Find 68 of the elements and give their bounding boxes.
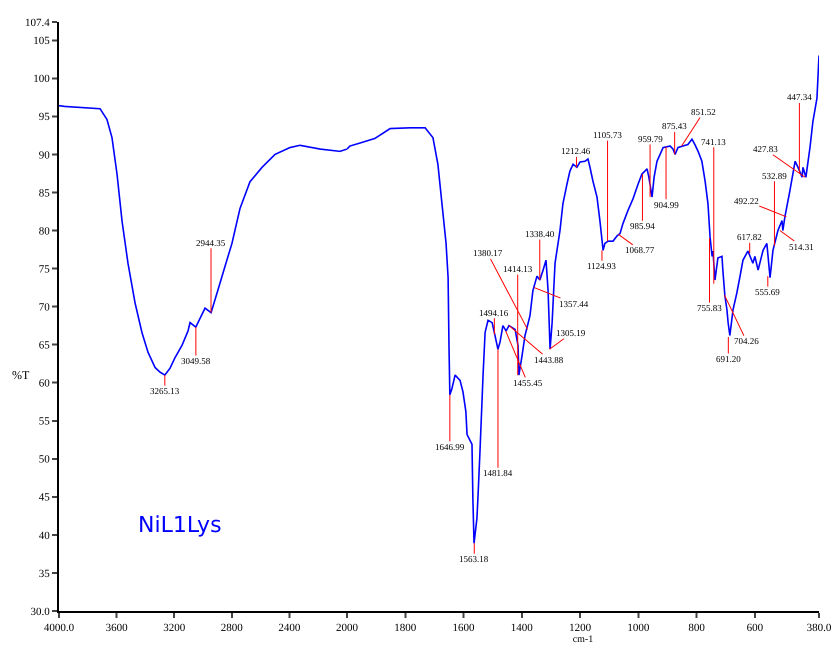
x-tick-label: 2000 — [336, 622, 358, 634]
y-tick-label: 107.4 — [25, 16, 50, 29]
annotation: 1646.99 — [435, 442, 465, 452]
annotation: 875.43 — [662, 121, 688, 131]
x-tick-label: 1200 — [569, 622, 592, 634]
annotation: 3049.58 — [181, 356, 211, 366]
y-tick-label: 80 — [38, 225, 50, 238]
x-tick-label: 4000.0 — [44, 622, 75, 634]
annotation: 691.20 — [716, 354, 742, 364]
y-tick-label: 100 — [33, 73, 50, 86]
y-tick-label: 95 — [38, 111, 50, 124]
annotation: 1105.73 — [593, 130, 622, 140]
annotation: 904.99 — [654, 200, 680, 210]
x-tick-label: 1000 — [627, 622, 650, 634]
annotation: 704.26 — [734, 336, 760, 346]
x-tick-label: 2800 — [220, 622, 244, 634]
annotation: 1481.84 — [483, 468, 513, 478]
annotation: 985.94 — [630, 221, 656, 231]
annotation: 1563.18 — [459, 554, 489, 564]
annotation: 447.34 — [787, 92, 812, 102]
annotation: 1305.19 — [556, 328, 586, 338]
y-tick-label: 40 — [38, 530, 50, 542]
x-axis-title: cm-1 — [572, 634, 594, 646]
annotation: 1338.40 — [525, 229, 555, 239]
annotation: 1494.16 — [479, 308, 509, 318]
annotation: 851.52 — [691, 107, 716, 117]
annotation: 617.82 — [737, 232, 762, 242]
x-tick-label: 2400 — [278, 622, 301, 634]
x-tick-label: 380.0 — [806, 622, 832, 634]
annotation: 1455.45 — [513, 378, 543, 388]
x-tick-label: 3600 — [106, 622, 128, 634]
x-tick-label: 1600 — [452, 622, 476, 634]
x-tick-label: 600 — [746, 622, 764, 634]
annotation: 492.22 — [734, 196, 759, 206]
annotation: 3265.13 — [150, 386, 180, 396]
x-tick-label: 1800 — [394, 622, 417, 634]
annotation: 1357.44 — [559, 299, 589, 309]
annotation: 1414.13 — [503, 264, 533, 274]
y-tick-label: 55 — [38, 416, 50, 428]
annotation: 1068.77 — [625, 245, 655, 255]
x-tick-label: 1400 — [510, 622, 534, 634]
y-tick-label: 70 — [38, 301, 50, 314]
y-tick-label: 90 — [38, 149, 50, 162]
x-tick-label: 3200 — [163, 622, 186, 634]
y-tick-label: 60 — [38, 378, 50, 390]
annotation: 555.69 — [755, 287, 780, 297]
y-tick-label: 105 — [33, 35, 50, 48]
annotation: 959.79 — [638, 134, 664, 144]
y-tick-label: 85 — [38, 187, 50, 200]
annotation: 427.83 — [753, 144, 778, 154]
annotation: 741.13 — [701, 137, 726, 147]
y-tick-label: 65 — [38, 340, 50, 352]
y-axis-title: %T — [12, 368, 30, 382]
annotation: 2944.35 — [196, 238, 226, 248]
y-tick-label: 75 — [38, 263, 50, 276]
annotation: NiL1Lys — [138, 513, 222, 538]
x-tick-label: 800 — [688, 622, 706, 634]
annotation: 755.83 — [697, 303, 722, 313]
annotation: 1380.17 — [473, 248, 503, 258]
annotation: 1212.46 — [561, 146, 591, 156]
y-tick-label: 35 — [38, 568, 50, 580]
annotation: 1124.93 — [587, 261, 616, 271]
annotation: 514.31 — [789, 242, 814, 252]
y-tick-label: 45 — [38, 492, 50, 504]
y-tick-label: 50 — [38, 454, 50, 466]
y-tick-label: 30.0 — [30, 606, 50, 618]
annotation: 532.89 — [762, 171, 788, 181]
annotation: 1443.88 — [534, 355, 564, 365]
